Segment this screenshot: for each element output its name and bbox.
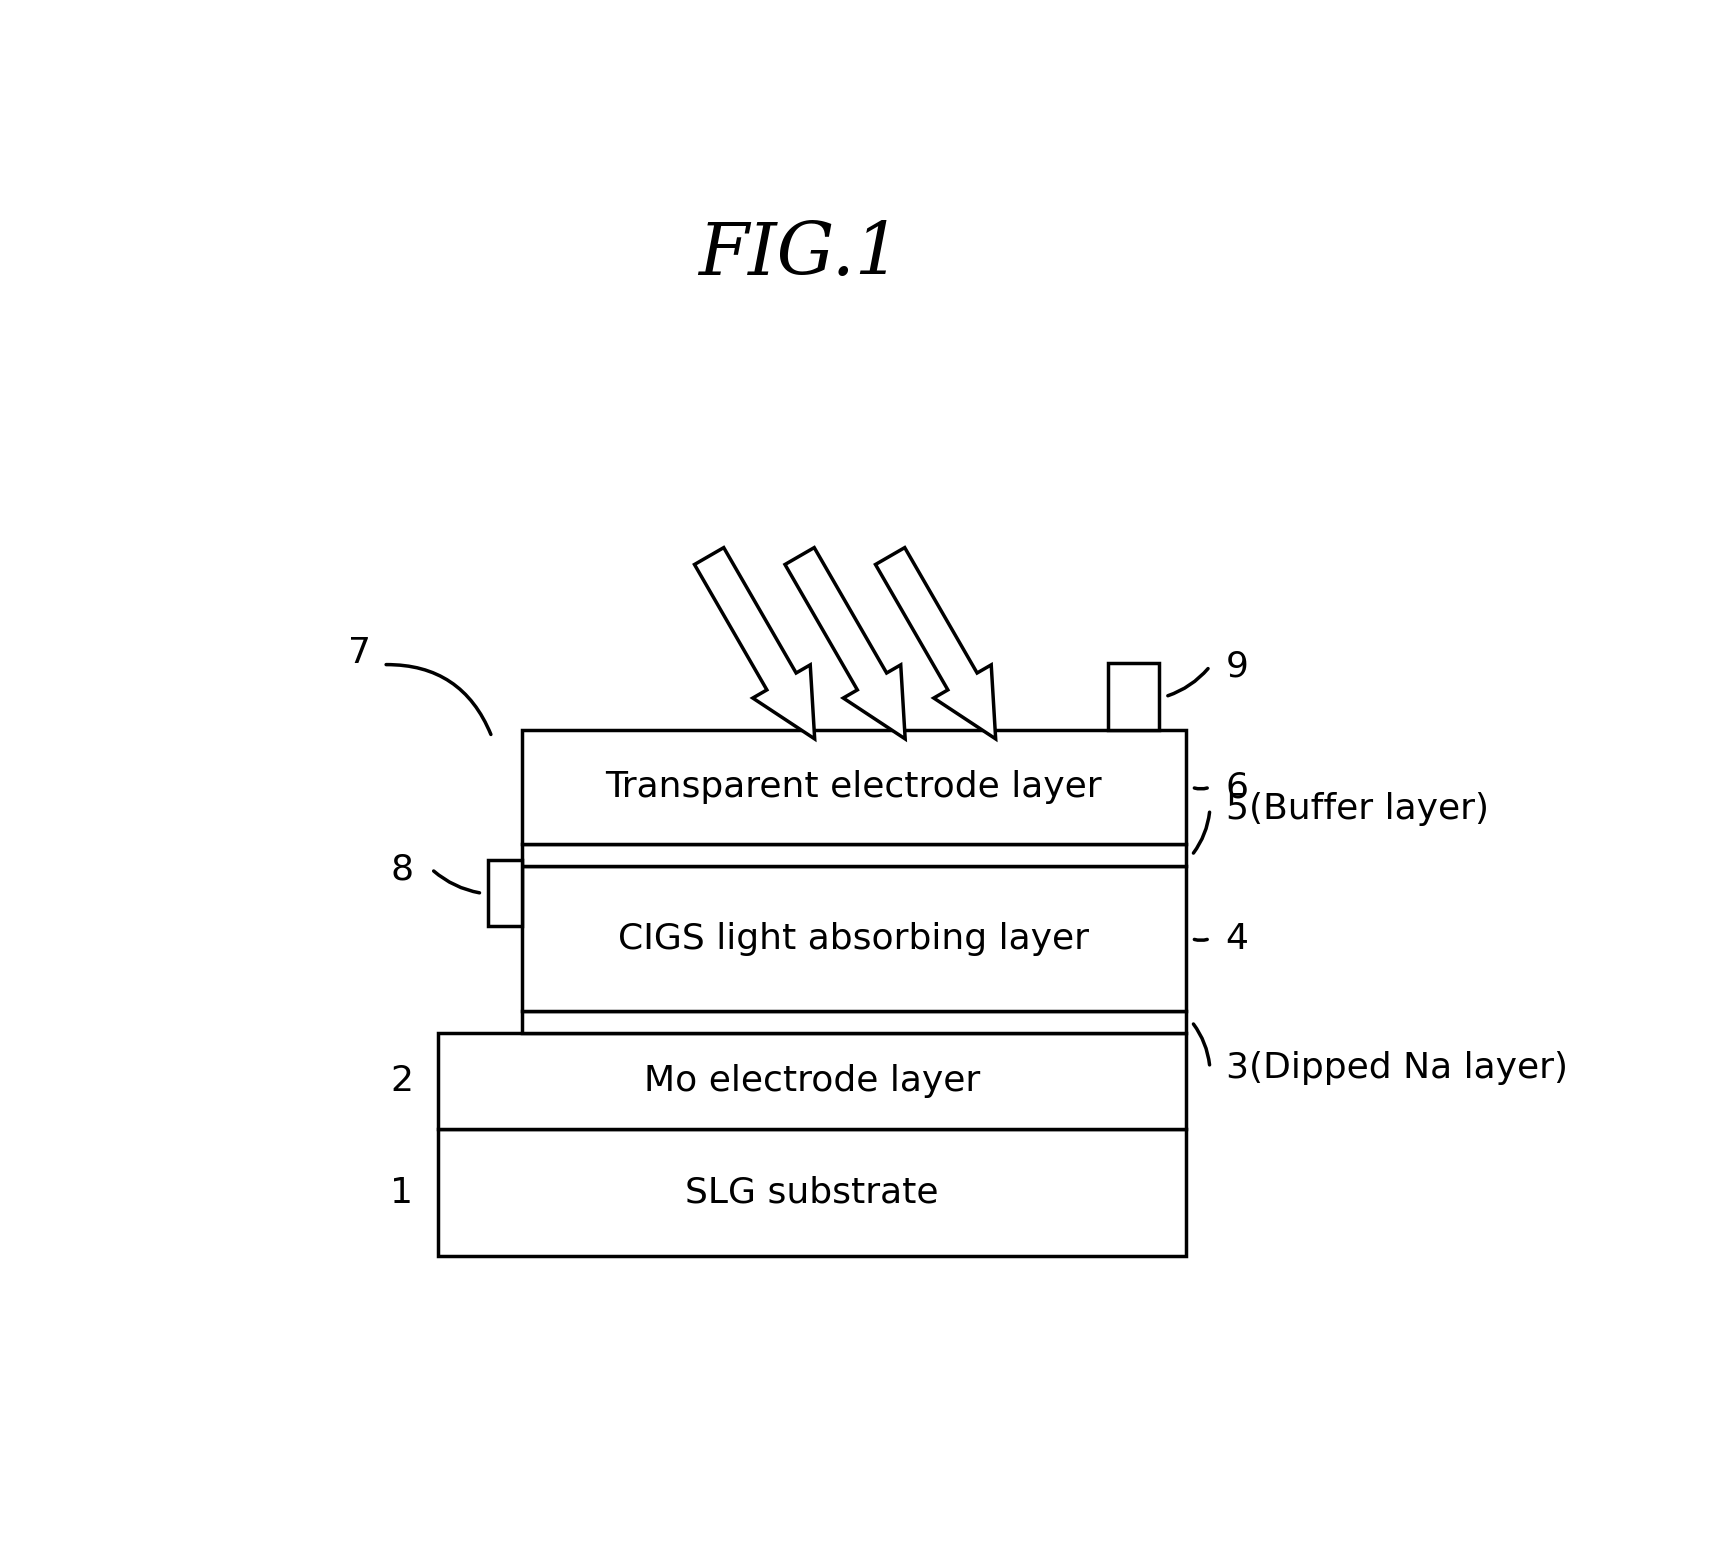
- Text: SLG substrate: SLG substrate: [685, 1175, 938, 1210]
- Text: 6: 6: [1225, 769, 1249, 804]
- Text: 7: 7: [348, 636, 371, 669]
- Polygon shape: [876, 547, 995, 740]
- Text: FIG.1: FIG.1: [699, 219, 900, 290]
- Text: 1: 1: [390, 1175, 414, 1210]
- Bar: [438, 1033, 1185, 1130]
- Bar: [523, 867, 1185, 1011]
- Text: CIGS light absorbing layer: CIGS light absorbing layer: [618, 921, 1090, 956]
- Text: 5(Buffer layer): 5(Buffer layer): [1225, 793, 1489, 826]
- Bar: [523, 730, 1185, 845]
- Text: 3(Dipped Na layer): 3(Dipped Na layer): [1225, 1050, 1568, 1084]
- Bar: [523, 845, 1185, 867]
- Text: Transparent electrode layer: Transparent electrode layer: [605, 769, 1102, 804]
- Bar: [488, 860, 523, 926]
- Polygon shape: [695, 547, 814, 740]
- Bar: [438, 1130, 1185, 1255]
- Text: Mo electrode layer: Mo electrode layer: [643, 1064, 980, 1098]
- Text: 8: 8: [390, 852, 414, 887]
- Text: 4: 4: [1225, 921, 1249, 956]
- Text: 9: 9: [1225, 649, 1249, 683]
- Bar: [523, 1011, 1185, 1033]
- Text: 2: 2: [390, 1064, 414, 1098]
- Polygon shape: [785, 547, 906, 740]
- Bar: [1109, 663, 1159, 730]
